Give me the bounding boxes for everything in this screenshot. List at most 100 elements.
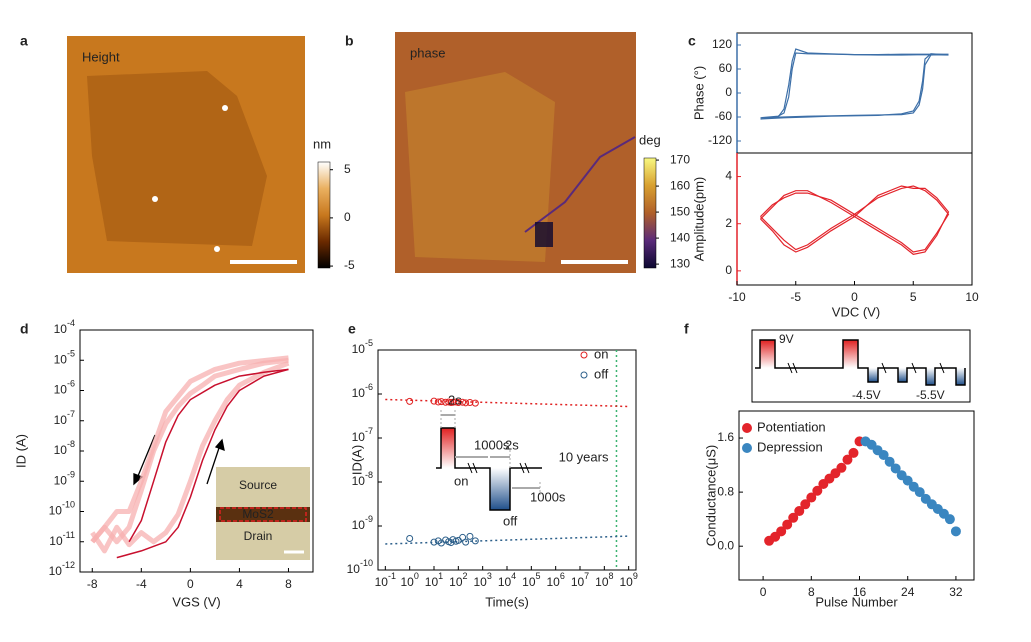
colorbar-tick-label: 0 <box>344 210 351 224</box>
data-point <box>434 398 442 406</box>
tick-label-part: -8 <box>365 470 373 480</box>
plot-frame <box>736 32 973 154</box>
data-point <box>449 398 457 406</box>
channel <box>216 507 310 522</box>
x-tick-label: -4 <box>136 577 147 591</box>
tick-label-part: 10 <box>49 534 63 548</box>
y-tick-label: 60 <box>719 61 733 75</box>
x-tick-label: -8 <box>87 577 98 591</box>
tick-label-part: -12 <box>62 560 75 570</box>
particle <box>214 246 220 252</box>
data-line <box>90 357 289 545</box>
tick-label-part: 4 <box>511 571 516 581</box>
data-point <box>944 514 955 525</box>
y-tick-label: 10-8 <box>54 439 75 457</box>
x-tick-label: 24 <box>901 585 915 599</box>
x-tick-label: 102 <box>449 571 467 589</box>
tick-label-part: 10 <box>352 342 366 356</box>
data-point <box>812 485 823 496</box>
tick-label-part: 6 <box>560 571 565 581</box>
data-point <box>459 398 467 406</box>
data-point <box>466 532 474 540</box>
defect <box>535 222 553 247</box>
tick-label-part: 10 <box>352 474 366 488</box>
y-tick-label: 10-10 <box>347 558 373 576</box>
pulse-label: 9V <box>779 332 794 346</box>
pulse-label: -5.5V <box>916 388 945 402</box>
data-point <box>442 398 450 406</box>
x-tick-label: 109 <box>619 571 637 589</box>
legend-label: off <box>594 366 609 381</box>
y-tick-label: 10-8 <box>352 470 373 488</box>
y-axis-label: ID(A) <box>349 445 364 475</box>
colorbar-label: deg <box>639 132 661 147</box>
data-point <box>884 456 895 467</box>
retention-inset <box>436 410 542 511</box>
afm-image <box>395 32 636 273</box>
tick-label-part: 9 <box>633 571 638 581</box>
x-tick-label: 0 <box>187 577 194 591</box>
data-point <box>848 447 859 458</box>
colorbar-tick-label: 140 <box>670 230 690 244</box>
y-axis-label: Amplitude(pm) <box>691 177 706 262</box>
x-tick-label: 0 <box>851 290 858 304</box>
y-tick-label: 2 <box>725 216 732 230</box>
data-line <box>760 48 949 120</box>
tick-label-part: 8 <box>609 571 614 581</box>
legend-marker <box>742 423 752 433</box>
y-tick-label: 10-5 <box>54 349 75 367</box>
colorbar-tick-label: 170 <box>670 152 690 166</box>
tick-label-part: 10 <box>49 504 63 518</box>
inset-label: off <box>503 513 518 528</box>
x-axis-label: VDC (V) <box>832 304 880 319</box>
data-line <box>116 368 289 559</box>
x-tick-label: 106 <box>546 571 564 589</box>
colorbar <box>317 161 331 269</box>
inset-label: Source <box>239 478 277 492</box>
tick-label-part: 10 <box>54 383 68 397</box>
y-tick-label: 10-9 <box>54 470 75 488</box>
flake-region <box>405 72 555 262</box>
x-tick-label: 108 <box>595 571 613 589</box>
x-tick-label: 4 <box>236 577 243 591</box>
data-point <box>406 534 414 542</box>
inset-label: 2s <box>448 392 462 407</box>
y-tick-label: 10-12 <box>49 560 75 578</box>
x-tick-label: -5 <box>790 290 801 304</box>
crack <box>524 136 636 233</box>
tick-label-part: 10 <box>498 575 512 589</box>
tick-label-part: 10 <box>546 575 560 589</box>
legend-label: on <box>594 346 608 361</box>
data-point <box>836 462 847 473</box>
tick-label-part: -6 <box>365 382 373 392</box>
data-point <box>437 398 445 406</box>
tick-label-part: 10 <box>571 575 585 589</box>
data-point <box>462 538 470 546</box>
tick-label-part: 10 <box>54 443 68 457</box>
data-point <box>776 526 787 537</box>
y-axis-label: ID (A) <box>13 434 28 468</box>
data-line <box>128 368 289 543</box>
inset-label: 1000s <box>474 437 510 452</box>
y-tick-label: 10-7 <box>352 426 373 444</box>
x-tick-label: 16 <box>853 585 867 599</box>
y-tick-label: 0 <box>725 85 732 99</box>
y-tick-label: 10-7 <box>54 409 75 427</box>
tick-label-part: 10 <box>619 575 633 589</box>
y-tick-label: 10-9 <box>352 514 373 532</box>
panel-letter: f <box>684 321 689 337</box>
panel-letter: d <box>20 321 29 337</box>
tick-label-part: 10 <box>473 575 487 589</box>
y-tick-label: -60 <box>715 109 733 123</box>
y-tick-label: 10-5 <box>352 338 373 356</box>
image-label: phase <box>410 45 445 60</box>
colorbar-tick-label: 160 <box>670 178 690 192</box>
panel-letter: c <box>688 33 696 49</box>
data-line <box>760 185 950 253</box>
tick-label-part: 10 <box>54 322 68 336</box>
legend-marker <box>580 371 588 379</box>
tick-label-part: -5 <box>67 349 75 359</box>
x-axis-label: VGS (V) <box>172 594 220 609</box>
inset-label: Drain <box>244 529 273 543</box>
